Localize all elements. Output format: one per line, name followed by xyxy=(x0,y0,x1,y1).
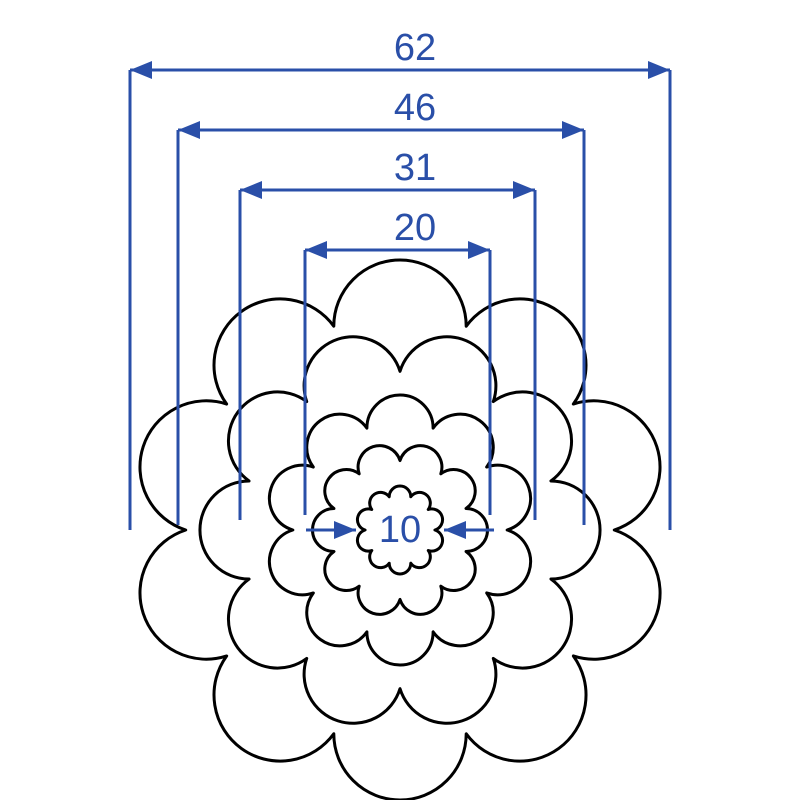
dimension-label: 31 xyxy=(394,147,436,189)
dimension-label: 46 xyxy=(394,87,436,129)
dimension-label: 20 xyxy=(394,207,436,249)
arrowhead-left xyxy=(130,61,152,79)
arrowhead-left xyxy=(240,181,262,199)
arrowhead-right xyxy=(513,181,535,199)
dimension-label: 62 xyxy=(394,27,436,69)
arrowhead-right xyxy=(648,61,670,79)
arrowhead-left xyxy=(305,241,327,259)
arrowhead-left xyxy=(178,121,200,139)
arrowhead-right xyxy=(562,121,584,139)
arrowhead-right xyxy=(468,241,490,259)
dimension-label: 10 xyxy=(379,509,421,551)
